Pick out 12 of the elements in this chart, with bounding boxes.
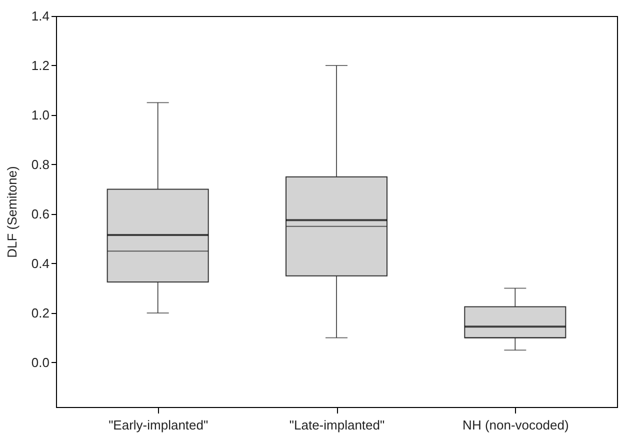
y-tick-label: 0.4 [31,256,50,271]
x-tick-label: "Early-implanted" [108,418,208,432]
y-tick-label: 0.2 [31,305,50,320]
y-tick-label: 0.6 [31,206,50,222]
x-tick-label: NH (non-vocoded) [462,418,569,432]
y-axis-title: DLF (Semitone) [4,166,20,258]
y-tick-label: 1.2 [31,58,50,73]
y-tick-label: 0.8 [31,156,50,172]
y-tick-label: 1.0 [31,107,50,122]
y-tick-label: 1.4 [31,8,50,24]
y-tick-label: 0.0 [31,354,50,370]
x-tick-label: "Late-implanted" [289,418,385,432]
